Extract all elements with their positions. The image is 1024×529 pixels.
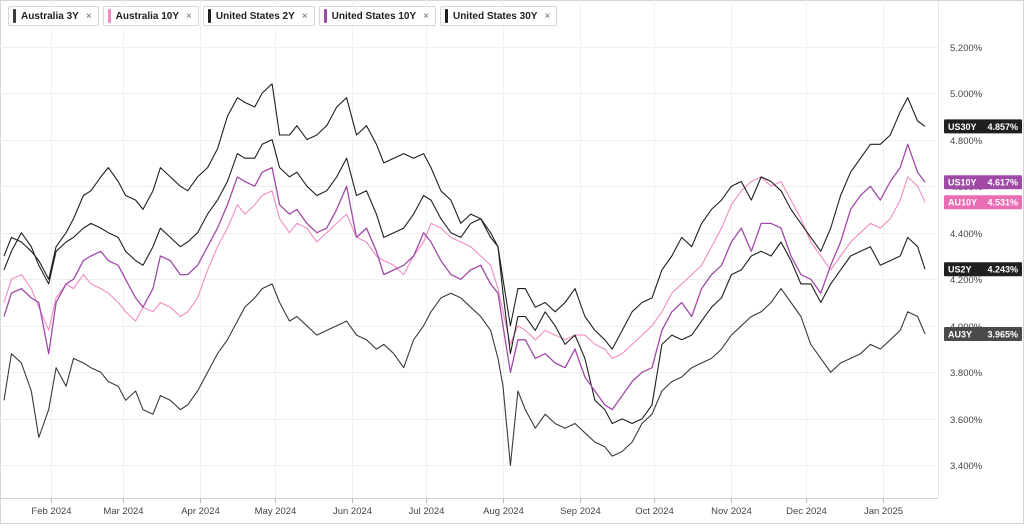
- x-tick-label: Jan 2025: [864, 506, 903, 517]
- legend-swatch: [323, 9, 327, 23]
- x-tick-label: Feb 2024: [31, 506, 71, 517]
- legend-chip-au10y[interactable]: Australia 10Y ×: [102, 6, 199, 26]
- series-line-2: [3, 83, 926, 425]
- y-tick-label: 4.400%: [950, 229, 983, 240]
- legend-chip-au3y[interactable]: Australia 3Y ×: [8, 6, 99, 26]
- end-label-value: 3.965%: [987, 329, 1018, 339]
- y-tick-label: 3.800%: [950, 368, 983, 379]
- gridlines: [0, 0, 938, 498]
- legend-label: United States 30Y: [452, 10, 538, 22]
- y-tick-label: 5.000%: [950, 89, 983, 100]
- legend-swatch: [107, 9, 111, 23]
- legend-label: United States 2Y: [215, 10, 295, 22]
- legend-swatch: [207, 9, 211, 23]
- x-axis-ticks: Feb 2024 Mar 2024 Apr 2024 May 2024 Jun 2024…: [31, 498, 903, 517]
- x-tick-label: Jun 2024: [333, 506, 372, 517]
- series-line-0: [3, 283, 926, 466]
- end-value-labels: US30Y 4.857%US10Y 4.617%AU10Y 4.531%US2Y 4.2…: [944, 119, 1022, 341]
- end-label-value: 4.617%: [987, 178, 1018, 188]
- legend-label: Australia 10Y: [115, 10, 180, 22]
- close-icon[interactable]: ×: [544, 10, 551, 22]
- end-label-box: [944, 326, 1022, 341]
- y-tick-label: 4.200%: [950, 275, 983, 286]
- legend-label: United States 10Y: [331, 10, 417, 22]
- end-label-box: [944, 195, 1022, 210]
- end-label-box: [944, 175, 1022, 190]
- x-tick-label: Mar 2024: [103, 506, 143, 517]
- end-label-code: AU3Y: [948, 329, 972, 339]
- end-label-code: US10Y: [948, 178, 977, 188]
- end-label-us10y: US10Y 4.617%: [944, 175, 1022, 190]
- x-tick-label: May 2024: [255, 506, 297, 517]
- end-label-value: 4.243%: [987, 265, 1018, 275]
- close-icon[interactable]: ×: [186, 10, 192, 22]
- legend-label: Australia 3Y: [21, 10, 79, 22]
- end-label-code: US30Y: [948, 122, 977, 132]
- series-line-1: [3, 176, 926, 359]
- x-tick-label: Aug 2024: [483, 506, 524, 517]
- end-label-code: US2Y: [948, 265, 972, 275]
- end-label-au10y: AU10Y 4.531%: [944, 195, 1022, 210]
- close-icon[interactable]: ×: [301, 10, 308, 22]
- end-label-us30y: US30Y 4.857%: [944, 119, 1022, 134]
- end-label-code: AU10Y: [948, 198, 977, 208]
- legend-chip-us30y[interactable]: United States 30Y ×: [439, 6, 558, 26]
- legend-swatch: [444, 9, 448, 23]
- close-icon[interactable]: ×: [423, 10, 429, 22]
- legend: Australia 3Y × Australia 10Y × United St…: [8, 6, 558, 26]
- close-icon[interactable]: ×: [85, 10, 92, 22]
- legend-swatch: [13, 9, 16, 23]
- end-label-value: 4.857%: [987, 122, 1018, 132]
- x-tick-label: Apr 2024: [181, 506, 220, 517]
- end-label-value: 4.531%: [987, 198, 1018, 208]
- legend-chip-us2y[interactable]: United States 2Y ×: [202, 6, 315, 26]
- series-lines: [3, 83, 926, 466]
- series-line-3: [3, 143, 926, 411]
- end-label-us2y: US2Y 4.243%: [944, 262, 1022, 277]
- y-tick-label: 3.400%: [950, 461, 983, 472]
- end-label-au3y: AU3Y 3.965%: [944, 326, 1022, 341]
- end-label-box: [944, 119, 1022, 134]
- y-tick-label: 4.800%: [950, 136, 983, 147]
- legend-chip-us10y[interactable]: United States 10Y ×: [318, 6, 436, 26]
- end-label-box: [944, 262, 1022, 277]
- y-tick-label: 5.200%: [950, 43, 983, 54]
- x-tick-label: Dec 2024: [786, 506, 827, 517]
- x-tick-label: Nov 2024: [711, 506, 752, 517]
- series-line-4: [3, 97, 926, 350]
- y-tick-label: 3.600%: [950, 415, 983, 426]
- x-tick-label: Oct 2024: [635, 506, 674, 517]
- x-tick-label: Sep 2024: [560, 506, 601, 517]
- x-tick-label: Jul 2024: [409, 506, 445, 517]
